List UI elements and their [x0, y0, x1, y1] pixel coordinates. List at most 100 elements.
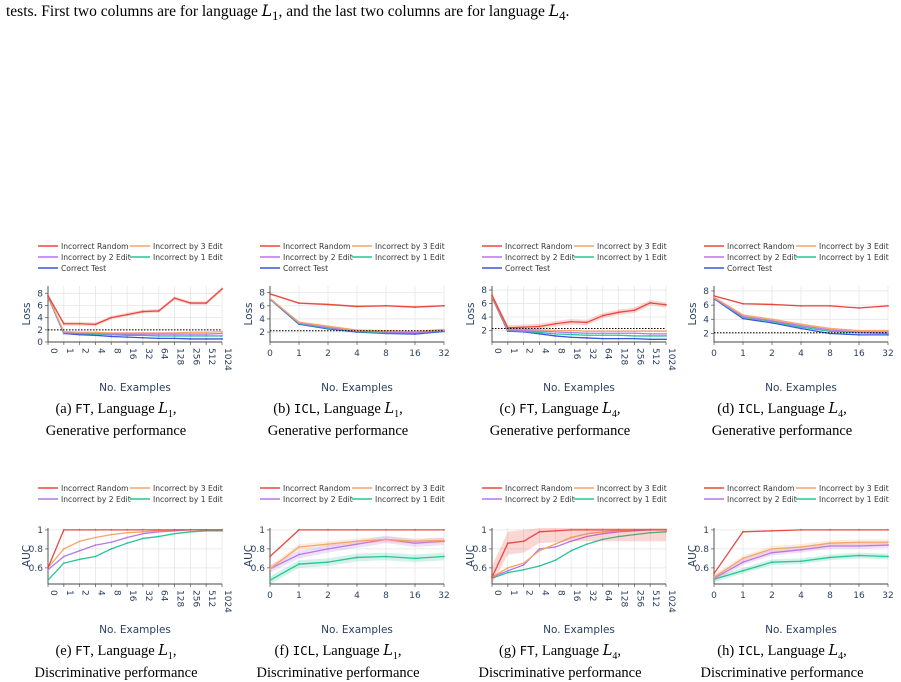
point-incorrect-random	[554, 529, 557, 532]
x-tick-label: 64	[603, 348, 613, 360]
point-incorrect-by-1-edit	[443, 555, 445, 558]
band-incorrect-random	[492, 528, 666, 584]
subcaption-perf: Generative performance	[45, 422, 187, 439]
point-incorrect-random	[142, 528, 144, 531]
point-incorrect-by-3-edit	[385, 329, 387, 332]
series-line-incorrect-by-1-edit	[491, 531, 667, 579]
subcaption-language-word: , Language	[760, 401, 829, 417]
point-incorrect-by-1-edit	[205, 335, 208, 337]
point-incorrect-by-1-edit	[617, 535, 620, 538]
point-incorrect-by-2-edit	[443, 329, 445, 332]
legend-item-incorrect-by-3-edit: Incorrect by 3 Edit	[130, 484, 223, 493]
x-tick-label: 2	[80, 348, 90, 354]
x-tick-label: 8	[383, 591, 389, 601]
x-tick-label: 32	[143, 590, 153, 601]
point-incorrect-by-3-edit	[94, 331, 97, 334]
point-incorrect-by-2-edit	[742, 315, 744, 318]
x-tick-label: 16	[571, 590, 581, 602]
point-incorrect-random	[157, 310, 160, 312]
point-incorrect-by-1-edit	[617, 334, 620, 337]
point-incorrect-by-3-edit	[858, 329, 860, 332]
point-incorrect-by-1-edit	[62, 562, 65, 565]
x-tick-label: 4	[95, 348, 105, 354]
subcaption-lang: L	[602, 643, 613, 659]
figure-caption: tests. First two columns are for languag…	[6, 2, 569, 24]
legend-label: Incorrect by 2 Edit	[727, 253, 797, 262]
point-incorrect-by-1-edit	[157, 335, 160, 337]
point-incorrect-by-2-edit	[633, 332, 636, 335]
point-incorrect-by-2-edit	[205, 333, 208, 335]
legend-label: Incorrect Random	[505, 484, 573, 493]
point-incorrect-random	[173, 528, 176, 531]
point-incorrect-by-3-edit	[157, 331, 160, 334]
series-group	[269, 528, 445, 584]
point-incorrect-random	[385, 304, 387, 307]
point-incorrect-by-2-edit	[771, 319, 773, 322]
subcaption-lang-sub: 4	[611, 408, 617, 420]
series-line-correct-test	[491, 297, 666, 340]
y-tick-label: 2	[703, 329, 709, 339]
series-line-incorrect-random	[47, 529, 222, 569]
x-tick-label: 16	[853, 591, 865, 601]
subcaption-b: (b) ICL, Language L1, Generative performa…	[238, 400, 438, 440]
subcaption-method: ICL	[737, 643, 761, 658]
x-tick-label: 0	[492, 590, 502, 596]
point-incorrect-random	[649, 528, 652, 531]
point-correct-test	[157, 337, 160, 340]
point-incorrect-random	[858, 528, 860, 531]
point-incorrect-by-1-edit	[47, 579, 49, 582]
subcaption-method: FT	[519, 401, 535, 416]
subcaption-language-word: , Language	[534, 401, 603, 417]
legend-label: Incorrect by 3 Edit	[153, 242, 223, 251]
y-tick-label: 4	[37, 314, 43, 324]
chart-a: Incorrect Random Incorrect by 3 Edit Incor…	[21, 242, 232, 394]
x-tick-label: 512	[650, 590, 660, 607]
legend-item-incorrect-by-1-edit: Incorrect by 1 Edit	[130, 253, 223, 262]
legend-item-incorrect-random: Incorrect Random	[704, 242, 795, 251]
chart-f: Incorrect Random Incorrect by 3 Edit Incor…	[243, 484, 450, 636]
legend-item-correct-test: Correct Test	[704, 264, 772, 273]
point-incorrect-by-3-edit	[742, 557, 744, 560]
x-tick-label: 1	[740, 591, 746, 601]
point-incorrect-by-1-edit	[554, 333, 557, 335]
legend-item-correct-test: Correct Test	[38, 264, 106, 273]
x-tick-label: 128	[619, 348, 629, 365]
subcaption-lang: L	[828, 401, 839, 417]
point-incorrect-random	[601, 528, 604, 531]
series-group	[713, 528, 889, 583]
x-tick-label: 2	[769, 591, 775, 601]
point-incorrect-by-3-edit	[173, 331, 176, 334]
caption-text-c: .	[565, 3, 570, 20]
point-incorrect-random	[601, 314, 604, 317]
point-incorrect-by-1-edit	[78, 558, 81, 561]
point-incorrect-by-3-edit	[554, 329, 557, 332]
point-incorrect-by-3-edit	[887, 329, 889, 332]
y-tick-label: 1	[37, 526, 43, 536]
point-incorrect-by-3-edit	[522, 562, 525, 565]
y-tick-label: 0.6	[473, 564, 488, 574]
legend-label: Correct Test	[505, 264, 550, 273]
point-incorrect-random	[298, 302, 300, 305]
point-incorrect-by-3-edit	[62, 330, 65, 333]
point-incorrect-random	[506, 542, 509, 545]
subcaption-c: (c) FT, Language L4, Generative performan…	[460, 400, 660, 440]
legend-item-incorrect-by-1-edit: Incorrect by 1 Edit	[574, 495, 667, 504]
x-tick-label: 16	[571, 348, 581, 360]
point-incorrect-by-2-edit	[47, 568, 49, 571]
point-incorrect-by-1-edit	[742, 569, 744, 572]
point-incorrect-by-2-edit	[327, 326, 329, 329]
point-incorrect-random	[858, 307, 860, 309]
point-incorrect-random	[713, 572, 715, 575]
band-incorrect-by-1-edit	[270, 552, 444, 584]
x-tick-label: 32	[438, 591, 449, 601]
x-tick-label: 4	[539, 348, 549, 354]
caption-lang-2: L	[548, 2, 560, 20]
point-incorrect-random	[771, 303, 773, 306]
point-incorrect-random	[221, 528, 223, 531]
point-incorrect-by-3-edit	[771, 318, 773, 321]
x-tick-label: 128	[175, 348, 185, 365]
legend-item-incorrect-by-3-edit: Incorrect by 3 Edit	[574, 242, 667, 251]
point-incorrect-by-2-edit	[522, 564, 525, 566]
legend-label: Incorrect Random	[505, 242, 573, 251]
point-correct-test	[649, 338, 652, 341]
